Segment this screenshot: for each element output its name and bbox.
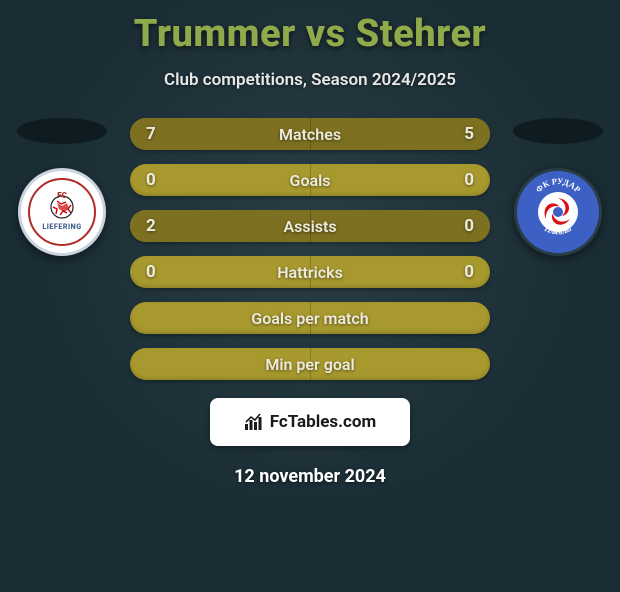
brand-text: FcTables.com [270,412,376,432]
brand-chart-icon [244,413,264,431]
player-silhouette-shadow [17,118,107,144]
left-club-logo: FC LIEFERING [27,177,97,247]
stat-label: Goals [290,171,331,190]
stat-bar-matches: 7 Matches 5 [130,118,490,150]
right-club-logo: ФК РУДАР Пљевља [520,174,596,250]
right-club-badge: ФК РУДАР Пљевља [514,168,602,256]
stat-value-left: 2 [146,216,156,236]
stat-value-right: 5 [464,124,474,144]
stat-label: Assists [283,217,336,236]
stat-label: Goals per match [251,309,368,328]
stat-bar-goals-per-match: Goals per match [130,302,490,334]
left-club-fc: FC [57,191,67,200]
stat-bar-hattricks: 0 Hattricks 0 [130,256,490,288]
brand-pill[interactable]: FcTables.com [210,398,410,446]
right-player-column: ФК РУДАР Пљевља [508,118,608,256]
left-club-name: LIEFERING [42,222,81,231]
page-title: Trummer vs Stehrer [0,12,620,56]
stat-bar-goals: 0 Goals 0 [130,164,490,196]
stat-value-right: 0 [464,170,474,190]
subtitle: Club competitions, Season 2024/2025 [0,70,620,90]
stat-label: Matches [279,125,341,144]
footer-date: 12 november 2024 [0,466,620,487]
stats-column: 7 Matches 5 0 Goals 0 2 Assists 0 0 Hattricks 0 Goal… [130,118,490,380]
stat-bar-min-per-goal: Min per goal [130,348,490,380]
left-player-column: FC LIEFERING [12,118,112,256]
stat-value-right: 0 [464,216,474,236]
comparison-row: FC LIEFERING 7 Matches 5 0 Goals 0 2 Assists 0 0 H… [0,118,620,380]
left-club-badge: FC LIEFERING [18,168,106,256]
player-silhouette-shadow [513,118,603,144]
stat-value-left: 0 [146,262,156,282]
stat-value-left: 7 [146,124,156,144]
stat-label: Hattricks [277,263,343,282]
stat-label: Min per goal [265,355,354,374]
stat-value-right: 0 [464,262,474,282]
stat-value-left: 0 [146,170,156,190]
stat-bar-assists: 2 Assists 0 [130,210,490,242]
